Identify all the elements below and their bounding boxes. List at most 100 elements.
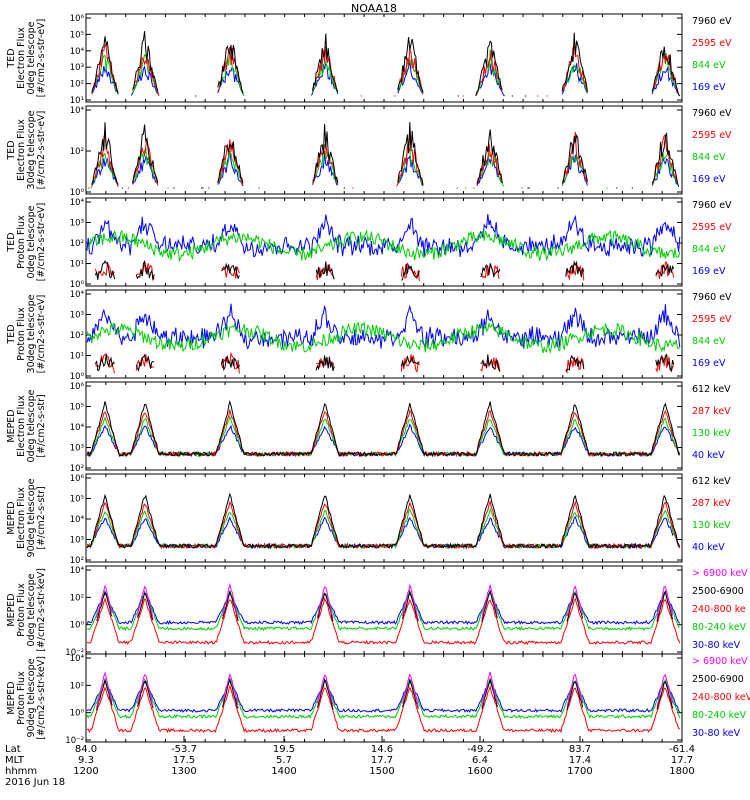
y-tick-label: 10¹ (70, 352, 84, 362)
y-tick-label: 10² (70, 464, 84, 474)
legend-entry: 7960 eV (692, 108, 732, 119)
series-trace (86, 415, 681, 458)
y-axis-label: 30deg telescope (26, 110, 37, 189)
series-trace (86, 678, 680, 713)
y-axis-label: [#/cm2-s-str-eV] (36, 111, 47, 190)
footer-mlt-value: 9.3 (78, 755, 94, 766)
y-tick-label: 10³ (70, 311, 84, 321)
series-trace (86, 588, 680, 632)
footer-hhmm-value: 1400 (271, 766, 296, 777)
footer-lat-value: 19.5 (273, 744, 295, 755)
footer-hhmm-value: 1300 (171, 766, 196, 777)
y-tick-label: 10⁰ (70, 188, 85, 198)
panel-7: 10⁻² 10⁰ 10² 10⁴ MEPED Proton Flux 0deg telesc… (6, 565, 748, 658)
y-axis-label: TED (6, 324, 17, 344)
y-axis-label: 30deg telescope (26, 294, 37, 373)
y-axis-label: MEPED (6, 681, 17, 714)
legend-entry: 844 eV (692, 336, 726, 347)
legend-entry: 844 eV (692, 152, 726, 163)
y-axis-label: Electron Flux (16, 27, 27, 89)
footer-lat-value: 83.7 (569, 744, 591, 755)
legend-entry: 30-80 keV (692, 640, 741, 651)
legend-entry: 2595 eV (692, 38, 732, 49)
y-axis-label: [#/cm2-s-str] (36, 486, 47, 549)
chart-title: NOAA18 (351, 2, 397, 15)
y-tick-label: 10¹ (70, 260, 84, 270)
series-trace (91, 122, 680, 189)
y-tick-label: 10⁶ (70, 474, 85, 484)
legend-entry: 2595 eV (692, 130, 732, 141)
y-axis-label: 90deg telescope (26, 658, 37, 737)
panel-4: 10⁰ 10¹ 10² 10³ 10⁴ TED Proton Flux 30deg teles… (6, 289, 732, 382)
legend-entry: 40 keV (692, 542, 725, 553)
series-trace (96, 589, 674, 622)
y-tick-label: 10² (70, 331, 84, 341)
series-trace (91, 59, 678, 97)
y-tick-label: 10³ (70, 444, 84, 454)
footer-lat-value: -49.2 (467, 744, 493, 755)
y-tick-label: 10⁴ (70, 515, 85, 525)
series-trace (86, 423, 681, 458)
series-trace (90, 143, 678, 189)
y-tick-label: 10⁴ (70, 290, 85, 300)
y-axis-label: Electron Flux (16, 395, 27, 457)
footer-mlt-value: 5.7 (276, 755, 292, 766)
series-trace (92, 49, 680, 96)
series-trace (91, 44, 678, 97)
y-axis-label: 90deg telescope (26, 478, 37, 557)
y-tick-label: 10⁴ (70, 198, 85, 208)
series-trace (86, 500, 681, 550)
legend-entry: 240-800 ke (692, 604, 746, 615)
series-trace (86, 597, 681, 646)
legend-entry: 80-240 keV (692, 622, 747, 633)
y-tick-label: 10⁴ (70, 566, 85, 576)
legend-entry: 612 keV (692, 384, 731, 395)
series-trace (96, 582, 674, 620)
y-tick-label: 10¹ (70, 96, 84, 106)
panel-6: 10² 10³ 10⁴ 10⁵ 10⁶ MEPED Electron Flux 90deg t… (6, 473, 731, 566)
series-trace (86, 214, 681, 258)
y-axis-label: TED (6, 140, 17, 160)
legend-entry: 30-80 keV (692, 728, 741, 739)
y-tick-label: 10⁶ (70, 382, 85, 392)
legend-entry: 2500-6900 (692, 674, 744, 685)
y-tick-label: 10² (70, 147, 84, 157)
footer-row-hhmm: hhmm (5, 766, 37, 777)
y-axis-label: [#/cm2-s-str-eV] (36, 203, 47, 282)
y-axis-label: MEPED (6, 501, 17, 534)
panel-2: 10⁰ 10² 10⁴ TED Electron Flux 30deg telescope… (6, 105, 732, 198)
y-axis-label: [#/cm2-s-str] (36, 394, 47, 457)
y-tick-label: 10⁴ (70, 47, 85, 57)
series-trace (88, 131, 678, 189)
footer-lat-value: 84.0 (75, 744, 97, 755)
series-trace (96, 671, 674, 709)
series-trace (94, 353, 675, 372)
series-trace (94, 259, 675, 281)
series-trace (86, 684, 680, 734)
legend-entry: > 6900 keV (692, 568, 748, 579)
series-trace (86, 408, 681, 458)
panel-1: 10¹ 10² 10³ 10⁴ 10⁵ 10⁶ TED Electron Flux 0deg t… (6, 13, 732, 106)
y-axis-label: TED (6, 232, 17, 252)
legend-entry: 2595 eV (692, 314, 732, 325)
series-trace (86, 590, 681, 626)
y-tick-label: 10⁵ (70, 30, 84, 40)
legend-entry: 169 eV (692, 358, 726, 369)
y-tick-label: 10² (70, 593, 84, 603)
legend-entry: > 6900 keV (692, 656, 748, 667)
legend-entry: 844 eV (692, 244, 726, 255)
y-tick-label: 10⁰ (70, 709, 85, 719)
series-trace (86, 507, 680, 550)
y-tick-label: 10⁻² (65, 648, 84, 658)
y-tick-label: 10² (70, 681, 84, 691)
y-tick-label: 10⁰ (70, 280, 85, 290)
y-tick-label: 10⁰ (70, 372, 85, 382)
footer-row-mlt: MLT (5, 755, 25, 766)
series-trace (91, 151, 678, 189)
legend-entry: 130 keV (692, 520, 731, 531)
series-trace (86, 229, 681, 263)
legend-entry: 7960 eV (692, 16, 732, 27)
footer-hhmm-value: 1500 (369, 766, 394, 777)
